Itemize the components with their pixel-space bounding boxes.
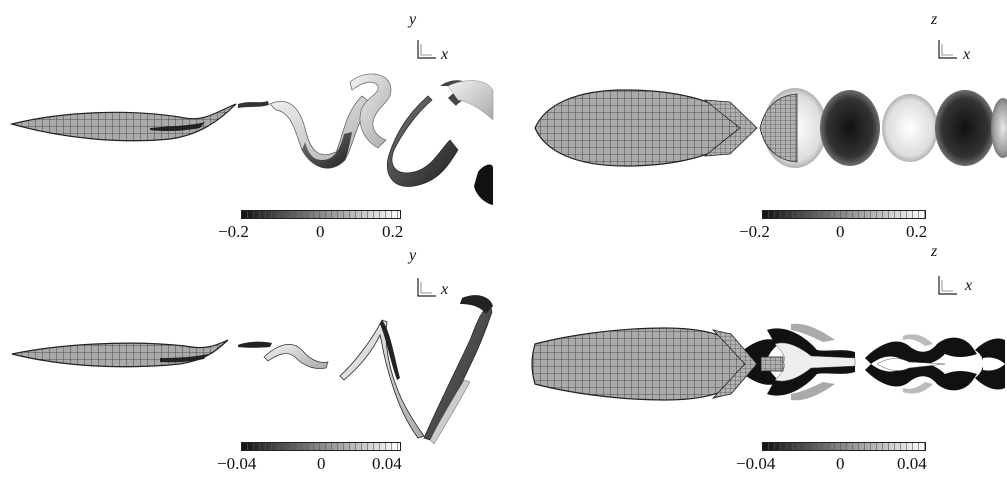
- panel-top-left: y x −0.2 0 0.2: [0, 0, 495, 241]
- axis-label-horizontal: x: [441, 46, 449, 63]
- colorbar: [762, 442, 926, 451]
- wake-blob: [820, 90, 880, 166]
- fish-body: [11, 339, 229, 368]
- colorbar-tick-max: 0.2: [906, 222, 928, 241]
- wake-blob: [882, 94, 938, 162]
- panel-top-right: z x −0.2 0 0.2: [505, 0, 1007, 241]
- axis-label-vertical: y: [409, 11, 417, 28]
- fish-body: [531, 327, 746, 401]
- wake-vortex-4: [423, 303, 493, 441]
- colorbar: [241, 210, 401, 219]
- colorbar-tick-min: −0.04: [736, 454, 776, 473]
- colorbar-tick-max: 0.04: [897, 454, 927, 473]
- fish-body: [9, 103, 237, 142]
- axis-label-vertical: y: [409, 247, 417, 264]
- wake-blob: [935, 90, 995, 166]
- wake-vortex-4: [386, 95, 459, 187]
- colorbar-tick-min: −0.2: [739, 222, 770, 241]
- colorbar-tick-max: 0.04: [372, 454, 402, 473]
- flow-plot-bottom-right: [531, 276, 1005, 401]
- colorbar: [762, 210, 926, 219]
- axis-label-horizontal: x: [441, 281, 449, 298]
- colorbar-tick-mid: 0: [317, 454, 326, 473]
- colorbar-tick-min: −0.2: [218, 222, 249, 241]
- wake-vortex-1: [238, 101, 269, 108]
- flow-plot-top-right: [534, 40, 1007, 168]
- colorbar-tick-mid: 0: [836, 222, 845, 241]
- colorbar-tick-mid: 0: [836, 454, 845, 473]
- wake-structure: [865, 337, 977, 365]
- axis-label-vertical: z: [931, 243, 938, 260]
- axis-label-vertical: z: [931, 11, 938, 28]
- wake-vortex-3: [349, 73, 392, 149]
- colorbar-tick-min: −0.04: [217, 454, 257, 473]
- panel-bottom-right: z x −0.04 0 0.04: [505, 240, 1007, 480]
- colorbar-tick-mid: 0: [316, 222, 325, 241]
- caudal-fin: [760, 356, 784, 372]
- flow-plot-bottom-left: [11, 278, 493, 445]
- axis-label-horizontal: x: [963, 46, 971, 63]
- axis-label-horizontal: x: [965, 277, 973, 294]
- wake-blob: [991, 98, 1007, 158]
- wake-vortex-2: [269, 95, 373, 169]
- caudal-fin: [759, 93, 798, 163]
- wake-structure: [865, 363, 977, 391]
- panel-bottom-left: y x −0.04 0 0.04: [0, 240, 495, 480]
- wake-structure: [767, 328, 855, 359]
- wake-structure: [767, 365, 855, 396]
- wake-vortex-2: [263, 344, 329, 369]
- colorbar: [241, 442, 401, 451]
- fish-tail: [711, 329, 758, 399]
- flow-plot-top-left: [9, 40, 494, 205]
- wake-vortex-1: [238, 341, 272, 348]
- fish-tail: [703, 99, 758, 157]
- wake-vortex-5: [447, 80, 494, 121]
- wake-vortex-3: [339, 319, 425, 439]
- colorbar-tick-max: 0.2: [382, 222, 404, 241]
